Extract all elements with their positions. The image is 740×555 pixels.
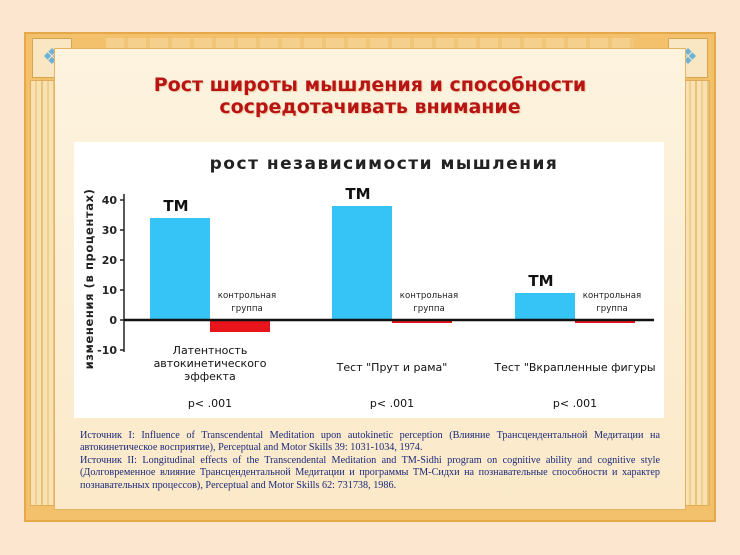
control-bar-label: контрольная	[400, 291, 458, 301]
title-line-2: сосредотачивать внимание	[219, 96, 521, 118]
control-bar-label: контрольная	[218, 291, 276, 301]
control-bar	[575, 320, 635, 323]
category-label: эффекта	[184, 370, 235, 383]
y-tick-label: 20	[102, 254, 118, 267]
category-label: Тест "Прут и рама"	[336, 361, 448, 374]
tm-bar-label: ТМ	[345, 185, 370, 203]
category-label: Тест "Вкрапленные фигуры	[493, 361, 655, 374]
category-label: Латентность	[173, 344, 248, 357]
y-tick-label: 0	[109, 314, 117, 327]
left-column	[30, 80, 56, 506]
tm-bar	[150, 218, 210, 320]
p-value-label: p< .001	[370, 397, 414, 410]
tm-bar-label: ТМ	[528, 272, 553, 290]
control-bar-label: контрольная	[583, 291, 641, 301]
p-value-label: p< .001	[553, 397, 597, 410]
source-citations: Источник I: Influence of Transcendental …	[80, 430, 660, 492]
control-bar-label: группа	[596, 304, 628, 314]
tm-bar-label: ТМ	[163, 197, 188, 215]
bar-chart: рост независимости мышления изменения (в …	[82, 154, 656, 410]
y-tick-label: 30	[102, 224, 118, 237]
control-bar	[392, 320, 452, 323]
tm-bar	[515, 293, 575, 320]
tm-bar	[332, 206, 392, 320]
p-value-label: p< .001	[188, 397, 232, 410]
y-tick-label: 40	[102, 194, 118, 207]
y-tick-label: 10	[102, 284, 118, 297]
chart-panel: рост независимости мышления изменения (в …	[74, 142, 664, 418]
chart-title: рост независимости мышления	[210, 154, 559, 174]
right-column	[684, 80, 710, 506]
category-label: автокинетического	[154, 357, 267, 370]
y-tick-label: -10	[97, 344, 117, 357]
y-axis-label: изменения (в процентах)	[82, 189, 96, 370]
control-bar-label: группа	[231, 304, 263, 314]
source-citation-2: Источник II: Longitudinal effects of the…	[80, 454, 660, 491]
control-bar-label: группа	[413, 304, 445, 314]
control-bar	[210, 320, 270, 332]
title-line-1: Рост широты мышления и способности	[153, 74, 587, 96]
page-title: Рост широты мышления и способности сосре…	[60, 74, 680, 118]
source-citation-1: Источник I: Influence of Transcendental …	[80, 430, 660, 454]
